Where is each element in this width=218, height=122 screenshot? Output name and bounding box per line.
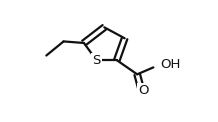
Text: O: O (138, 84, 149, 97)
Text: S: S (92, 54, 101, 67)
Text: OH: OH (160, 58, 180, 71)
